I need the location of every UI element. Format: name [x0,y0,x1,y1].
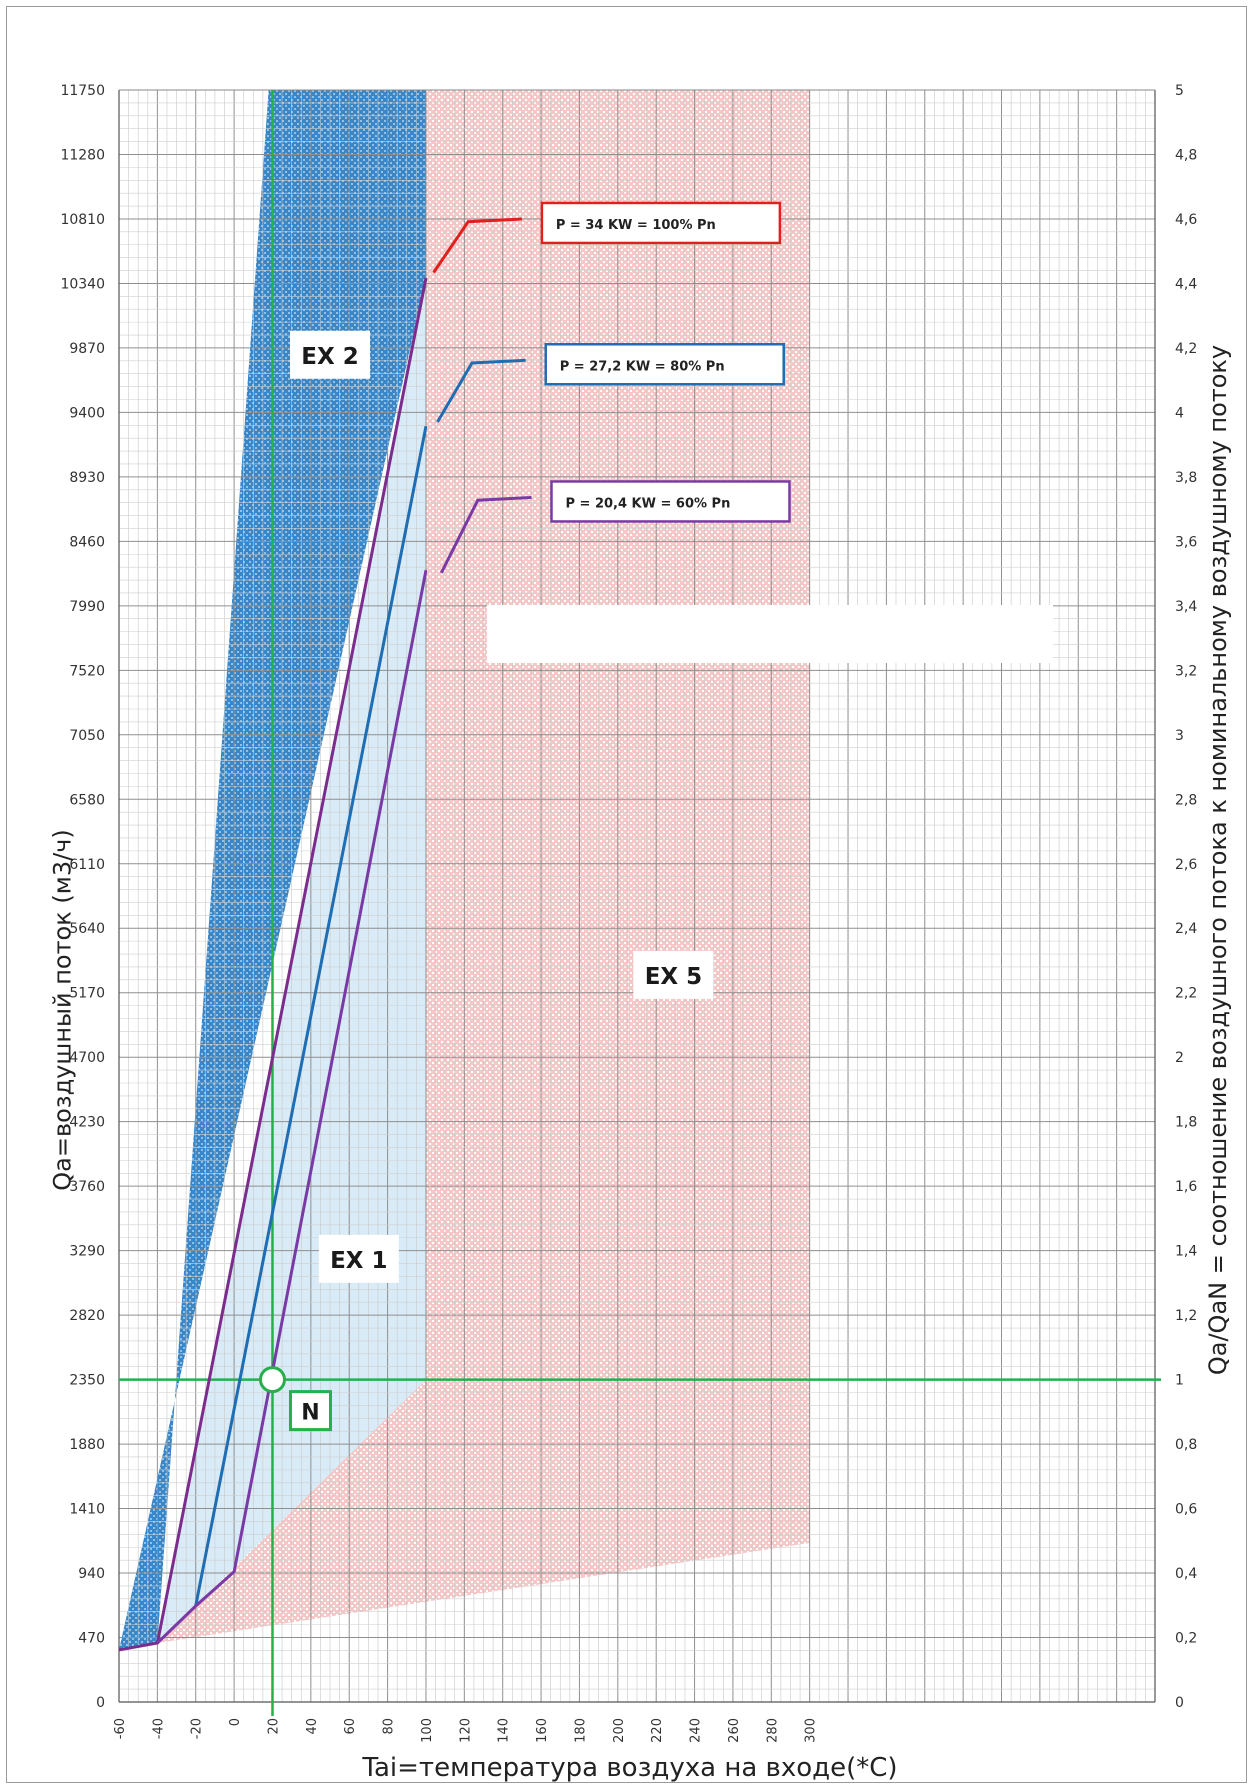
y2-tick-label: 2,6 [1175,857,1197,873]
x-axis-label: Tai=температура воздуха на входе(*C) [361,1753,897,1783]
x-tick-label: 140 [497,1718,512,1743]
nominal-point-label: N [301,1401,319,1426]
x-tick-label: 180 [573,1718,588,1743]
y-tick-label: 5170 [69,986,105,1002]
y-tick-label: 0 [96,1695,105,1711]
y2-tick-label: 4,4 [1175,276,1197,292]
y-tick-label: 7050 [69,728,105,744]
y2-tick-label: 4,6 [1175,212,1197,228]
region-label-ex-5: EX 5 [645,964,702,990]
y-tick-label: 4230 [69,1115,105,1131]
x-tick-label: 260 [727,1718,742,1743]
y2-tick-label: 0,4 [1175,1566,1197,1582]
x-tick-label: -40 [151,1718,166,1739]
y2-tick-label: 0,8 [1175,1437,1197,1453]
callout-leader-1 [432,217,522,274]
y-tick-label: 10810 [60,212,105,228]
region-label-bg [290,330,371,379]
chart-frame [6,6,1247,1783]
x-tick-label: 300 [804,1718,819,1743]
x-tick-label: 120 [458,1718,473,1743]
y-tick-label: 9870 [69,341,105,357]
y2-tick-label: 3,6 [1175,534,1197,550]
y2-tick-label: 2,8 [1175,792,1197,808]
y2-tick-label: 2 [1175,1050,1184,1066]
y2-tick-label: 4,2 [1175,341,1197,357]
x-tick-label: 100 [420,1718,435,1743]
y2-tick-label: 1 [1175,1373,1184,1389]
callout-box-3 [550,480,791,523]
y2-tick-label: 1,6 [1175,1179,1197,1195]
x-tick-label: 40 [305,1718,320,1735]
y2-tick-label: 5 [1175,83,1184,99]
y-axis-label-left: Qa=воздушный поток (м3/ч) [48,829,77,1191]
y2-tick-label: 1,4 [1175,1244,1197,1260]
x-tick-label: -60 [113,1718,128,1739]
y-tick-label: 6580 [69,792,105,808]
region-label-ex-2: EX 2 [301,344,358,370]
y-tick-label: 7990 [69,599,105,615]
y2-tick-label: 3 [1175,728,1184,744]
x-tick-label: 20 [266,1718,281,1735]
y-tick-label: 2820 [69,1308,105,1324]
y-tick-label: 10340 [60,276,105,292]
x-tick-label: 0 [228,1718,243,1726]
y-tick-label: 11280 [60,147,105,163]
y2-tick-label: 1,8 [1175,1115,1197,1131]
callout-leader-3 [439,496,532,574]
y-tick-label: 5640 [69,921,105,937]
y-axis-label-right: Qa/QaN = соотношение воздушного потока к… [1204,344,1233,1376]
blank-box [487,605,1053,663]
region-label-bg [318,1234,399,1283]
y2-tick-label: 2,4 [1175,921,1197,937]
callout-label-3: P = 20,4 KW = 60% Pn [565,496,730,511]
y-tick-label: 470 [78,1631,105,1647]
y2-tick-label: 3,2 [1175,663,1197,679]
y-tick-label: 3760 [69,1179,105,1195]
y-tick-label: 7520 [69,663,105,679]
y2-tick-label: 0,2 [1175,1631,1197,1647]
callout-box-2 [544,343,785,386]
x-tick-label: 240 [689,1718,704,1743]
y-tick-label: 9400 [69,405,105,421]
y2-tick-label: 0 [1175,1695,1184,1711]
y-tick-label: 1880 [69,1437,105,1453]
y2-tick-label: 4,8 [1175,147,1197,163]
callout-box-1 [540,201,782,245]
y2-tick-label: 4 [1175,405,1184,421]
x-tick-label: 280 [765,1718,780,1743]
y2-tick-label: 1,2 [1175,1308,1197,1324]
x-tick-label: 220 [650,1718,665,1743]
callout-leader-2 [436,358,526,423]
x-tick-label: 60 [343,1718,358,1735]
y-tick-label: 3290 [69,1244,105,1260]
series-line-2 [194,425,428,1607]
callout-label-2: P = 27,2 KW = 80% Pn [560,359,725,374]
region-label-bg [633,950,714,999]
nominal-point-box [288,1390,332,1432]
y-tick-label: 6110 [69,857,105,873]
x-tick-label: 200 [612,1718,627,1743]
y-tick-label: 1410 [69,1502,105,1518]
x-tick-label: 160 [535,1718,550,1743]
y2-tick-label: 2,2 [1175,986,1197,1002]
x-tick-label: 80 [382,1718,397,1735]
y2-tick-label: 0,6 [1175,1502,1197,1518]
y2-tick-label: 3,4 [1175,599,1197,615]
nominal-point-marker [258,1366,286,1394]
y-tick-label: 4700 [69,1050,105,1066]
y-tick-label: 8460 [69,534,105,550]
y-tick-label: 11750 [60,83,105,99]
callout-label-1: P = 34 KW = 100% Pn [556,218,716,233]
y2-tick-label: 3,8 [1175,470,1197,486]
y-tick-label: 2350 [69,1373,105,1389]
y-tick-label: 940 [78,1566,105,1582]
y-tick-label: 8930 [69,470,105,486]
x-tick-label: -20 [190,1718,205,1739]
region-label-ex-1: EX 1 [330,1248,387,1274]
series-line-3 [156,569,428,1645]
